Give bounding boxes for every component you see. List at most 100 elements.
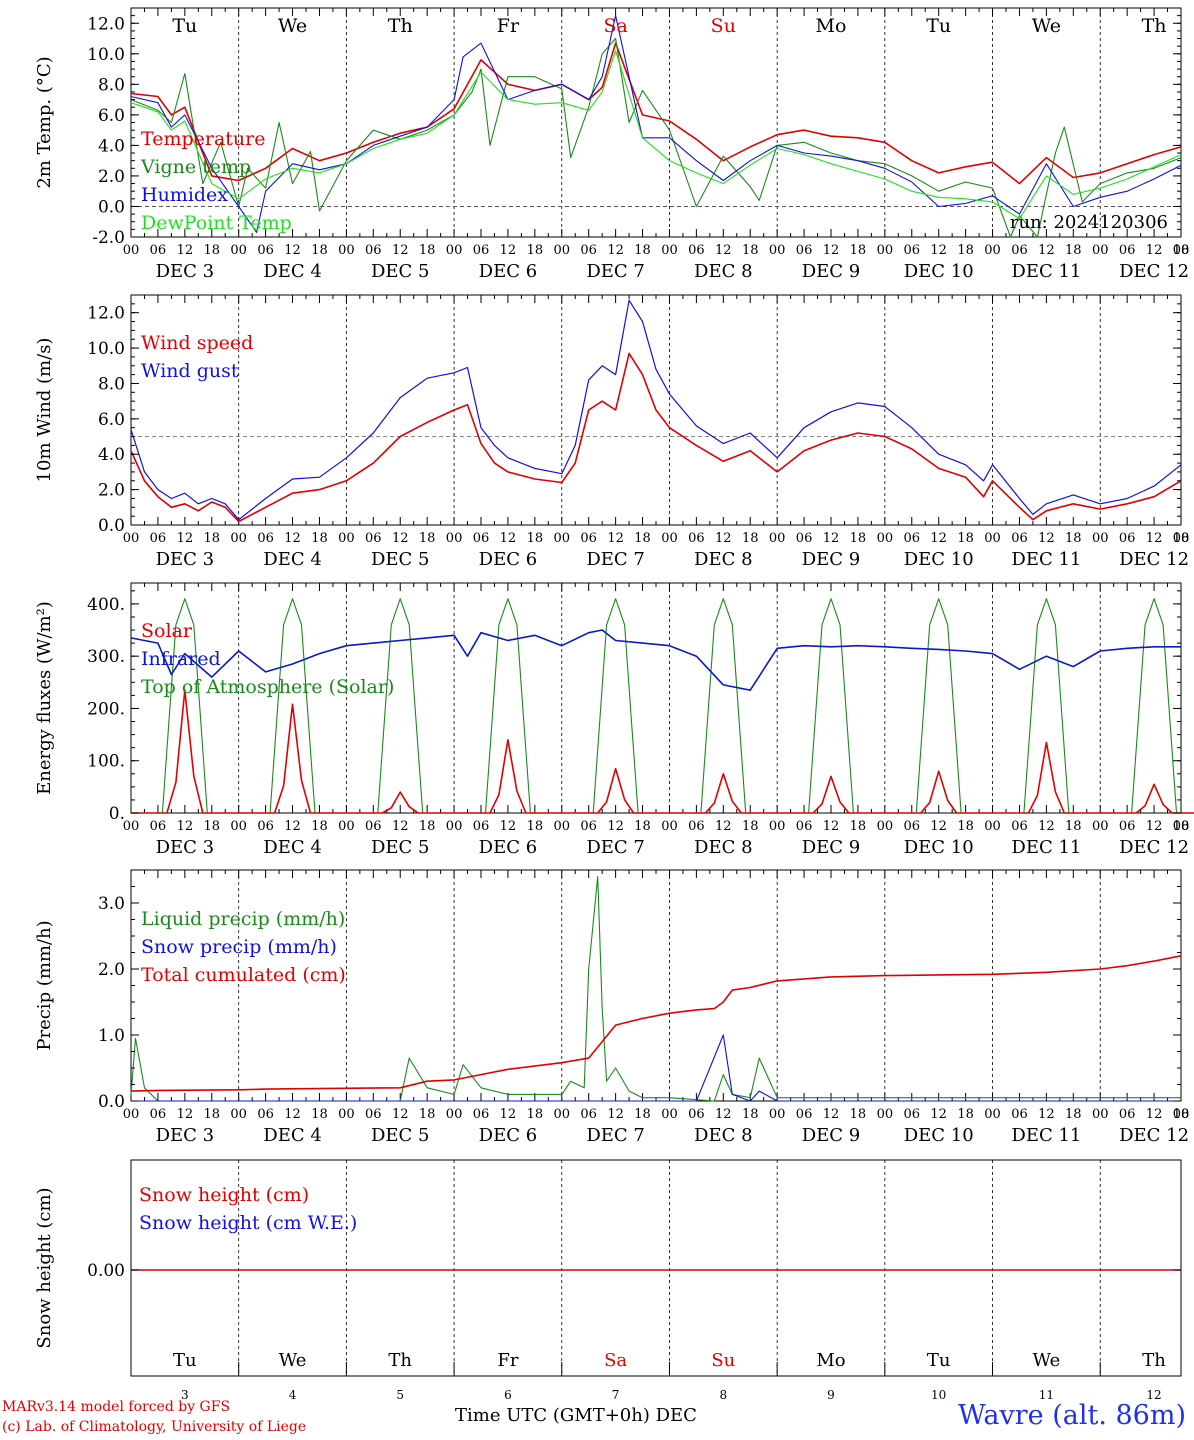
hour-tick-label: 00 bbox=[338, 531, 355, 546]
legend-entry: Wind speed bbox=[141, 332, 253, 354]
hour-tick-label: 12 bbox=[177, 819, 194, 834]
hour-tick-label: 06 bbox=[903, 1107, 920, 1122]
hour-tick-label: 00 bbox=[338, 243, 355, 258]
weekday-label: Th bbox=[1142, 15, 1167, 37]
series-top-of-atmosphere bbox=[992, 598, 1101, 814]
hour-tick-label: 06 bbox=[1011, 819, 1028, 834]
hour-tick-label: 06 bbox=[796, 531, 813, 546]
hour-tick-label: 06 bbox=[1119, 531, 1136, 546]
date-label: DEC 7 bbox=[586, 549, 645, 570]
series-humidex bbox=[130, 15, 1182, 233]
hour-tick-label: 00 bbox=[769, 819, 786, 834]
series-vigne-temp bbox=[130, 37, 1182, 238]
hour-tick-label: 12 bbox=[177, 243, 194, 258]
hour-tick-label: 06 bbox=[365, 819, 382, 834]
legend-entry: Humidex bbox=[141, 184, 228, 206]
hour-tick-label: 12 bbox=[392, 819, 409, 834]
y-tick-label: 1.0 bbox=[98, 1026, 125, 1046]
hour-tick-label: 00 bbox=[877, 531, 894, 546]
hour-tick-label: 00 bbox=[877, 1107, 894, 1122]
date-label: DEC 10 bbox=[904, 837, 974, 858]
hour-tick-label: 00 bbox=[230, 531, 247, 546]
y-tick-label: 0.0 bbox=[98, 1092, 125, 1112]
lab-credit: (c) Lab. of Climatology, University of L… bbox=[2, 1419, 307, 1435]
hour-tick-label: 06 bbox=[580, 243, 597, 258]
hour-tick-label: 18 bbox=[1065, 1107, 1082, 1122]
series-top-of-atmosphere bbox=[777, 598, 885, 814]
series-top-of-atmosphere bbox=[454, 598, 562, 814]
y-tick-label: 0.0 bbox=[98, 516, 125, 536]
legend-entry: Snow precip (mm/h) bbox=[141, 936, 337, 958]
date-label: DEC 4 bbox=[263, 261, 322, 282]
weekday-label: Tu bbox=[926, 15, 951, 37]
hour-tick-label: 12 bbox=[607, 819, 624, 834]
y-tick-label: 8.0 bbox=[98, 75, 125, 95]
hour-tick-label: 12 bbox=[823, 1107, 840, 1122]
series-wind-speed bbox=[130, 352, 1182, 523]
hour-tick-label: 06 bbox=[1011, 1107, 1028, 1122]
date-label: DEC 12 bbox=[1119, 1125, 1189, 1146]
hour-tick-label: 06 bbox=[688, 819, 705, 834]
hour-tick-label: 12 bbox=[930, 243, 947, 258]
y-tick-label: 8.0 bbox=[98, 374, 125, 394]
y-tick-label: 2.0 bbox=[98, 167, 125, 187]
date-label: DEC 4 bbox=[263, 837, 322, 858]
legend-entry: Snow height (cm W.E.) bbox=[139, 1212, 357, 1234]
hour-tick-label: 06 bbox=[473, 531, 490, 546]
station-name: Wavre (alt. 86m) bbox=[958, 1400, 1186, 1431]
weekday-label: Th bbox=[388, 1350, 412, 1371]
hour-tick-label: 00 bbox=[553, 819, 570, 834]
hour-tick-label: 12 bbox=[715, 1107, 732, 1122]
hour-tick-label: 12 bbox=[1038, 531, 1055, 546]
hour-tick-label: 00 bbox=[984, 819, 1001, 834]
weekday-label: Th bbox=[1142, 1350, 1166, 1371]
hour-tick-label: 00 bbox=[1092, 1107, 1109, 1122]
y-axis-label: Energy fluxes (W/m²) bbox=[34, 601, 55, 795]
temperature-panel: -2.0 0.0 2.0 4.0 6.0 8.0 10.0 12.0 2m Temp. (°C)… bbox=[34, 7, 1189, 282]
hour-tick-label: 12 bbox=[284, 531, 301, 546]
hour-tick-label: 00 bbox=[446, 1107, 463, 1122]
hour-tick-label: 06 bbox=[903, 243, 920, 258]
hour-tick-label: 18 bbox=[419, 819, 436, 834]
hour-tick-label: 12 bbox=[715, 243, 732, 258]
weekday-label: Su bbox=[711, 15, 736, 37]
hour-tick-label: 00 bbox=[769, 243, 786, 258]
hour-tick-label: 18 bbox=[1065, 819, 1082, 834]
hour-tick-label: 00 bbox=[661, 1107, 678, 1122]
hour-tick-label: 18 bbox=[742, 531, 759, 546]
weekday-label: We bbox=[1032, 15, 1061, 37]
hour-tick-label: 12 bbox=[500, 1107, 517, 1122]
date-label: DEC 10 bbox=[904, 261, 974, 282]
hour-tick-label: 06 bbox=[1011, 243, 1028, 258]
weekday-label: We bbox=[1033, 1350, 1061, 1371]
weekday-label: Mo bbox=[816, 15, 847, 37]
hour-tick-label: 06 bbox=[688, 243, 705, 258]
hour-tick-label: 18 bbox=[419, 1107, 436, 1122]
hour-tick-label: 00 bbox=[123, 1107, 140, 1122]
date-label: DEC 11 bbox=[1011, 1125, 1081, 1146]
hour-tick-label: 18 bbox=[203, 243, 220, 258]
series-solar bbox=[992, 741, 1101, 814]
hour-tick-label: 06 bbox=[150, 531, 167, 546]
day-number-label: 7 bbox=[612, 1388, 620, 1402]
hour-tick-label: 12 bbox=[607, 243, 624, 258]
hour-tick-label: 12 bbox=[500, 243, 517, 258]
hour-tick-label: 00 bbox=[984, 531, 1001, 546]
date-label: DEC 8 bbox=[694, 837, 753, 858]
hour-tick-label: 00 bbox=[553, 1107, 570, 1122]
hour-tick-label: 00 bbox=[769, 531, 786, 546]
hour-tick-label: 00 bbox=[661, 243, 678, 258]
hour-tick-label: 12 bbox=[1038, 1107, 1055, 1122]
y-tick-label: 4.0 bbox=[98, 445, 125, 465]
day-number-label: 3 bbox=[181, 1388, 189, 1402]
hour-tick-label: 12 bbox=[1146, 1107, 1163, 1122]
hour-tick-label: 00 bbox=[123, 243, 140, 258]
hour-tick-label: 06 bbox=[150, 1107, 167, 1122]
hour-tick-label: 18 bbox=[527, 819, 544, 834]
hour-tick-label: 00 bbox=[877, 819, 894, 834]
y-axis-label: 2m Temp. (°C) bbox=[34, 56, 55, 188]
hour-tick-label: 06 bbox=[688, 1107, 705, 1122]
weekday-label: Tu bbox=[173, 1350, 197, 1371]
hour-tick-label: 06 bbox=[796, 243, 813, 258]
y-tick-label: 10.0 bbox=[87, 339, 125, 359]
